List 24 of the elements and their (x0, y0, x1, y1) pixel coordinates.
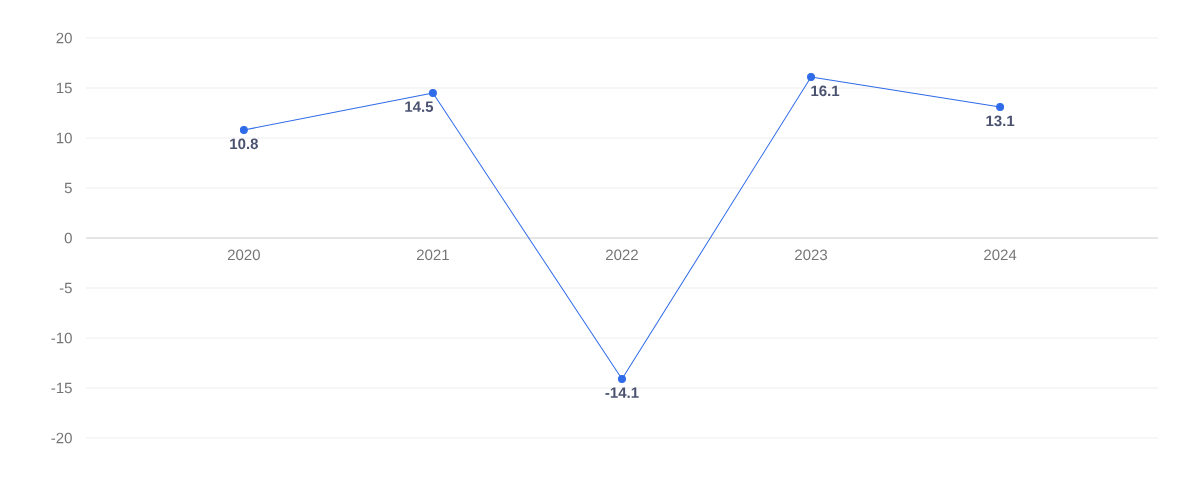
data-label: 16.1 (811, 85, 840, 97)
data-label: 13.1 (986, 115, 1015, 127)
x-tick-label: 2023 (795, 249, 828, 261)
y-tick-label: -10 (51, 332, 72, 344)
point (239, 126, 248, 134)
data-label: 10.8 (230, 138, 258, 150)
point (996, 103, 1005, 111)
y-tick-label: 10 (56, 132, 72, 144)
y-tick-label: -20 (51, 432, 72, 444)
x-tick-label: 2022 (606, 249, 638, 261)
x-tick-label: 2020 (227, 249, 260, 261)
y-tick-label: -15 (51, 382, 72, 394)
point (617, 375, 626, 383)
y-tick-label: 15 (56, 82, 72, 94)
y-tick-label: 20 (56, 32, 72, 44)
data-label: -14.1 (605, 387, 639, 398)
y-tick-label: -5 (59, 282, 72, 294)
x-tick-label: 2024 (984, 249, 1017, 261)
data-label: 14.5 (405, 101, 434, 112)
y-tick-label: 5 (64, 182, 72, 194)
point (807, 73, 816, 81)
y-tick-label: 0 (64, 232, 72, 244)
x-tick-label: 2021 (416, 249, 449, 261)
point (428, 89, 437, 97)
